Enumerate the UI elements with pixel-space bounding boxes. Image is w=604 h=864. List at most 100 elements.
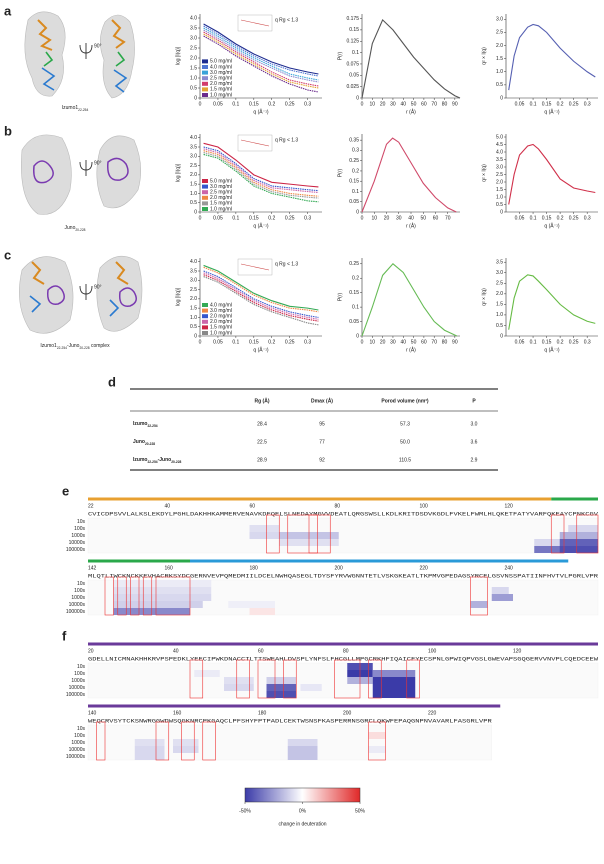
x-tick-label: 0.25 [285, 215, 295, 221]
y-axis-label: log [I(q)] [175, 163, 181, 182]
y-tick-label: 2.5 [190, 287, 197, 293]
y-tick-label: 1.5 [496, 187, 503, 193]
x-tick-label: 60 [433, 215, 439, 221]
legend-label: 4.0 mg/ml [210, 64, 232, 70]
y-tick-label: 0.3 [352, 148, 359, 154]
heat-cell [470, 601, 488, 608]
x-tick-label: 0.15 [542, 101, 552, 107]
series-line [203, 276, 319, 326]
x-tick-label: 0.3 [584, 215, 591, 221]
x-tick-label: 0 [361, 339, 364, 345]
x-tick-label: 60 [421, 339, 427, 345]
y-tick-label: 0.5 [496, 82, 503, 88]
y-tick-label: 3.0 [190, 154, 197, 160]
panel-label: c [4, 247, 11, 262]
y-tick-label: 1.0 [496, 312, 503, 318]
table-cell: 28.9 [257, 457, 267, 463]
y-tick-label: 2.0 [496, 43, 503, 49]
time-label: 100000s [66, 547, 86, 553]
peptide-highlight [266, 514, 280, 554]
y-tick-label: 0.025 [346, 84, 359, 90]
y-tick-label: 2.0 [496, 291, 503, 297]
y-tick-label: 0.05 [349, 73, 359, 79]
peptide-highlight [368, 659, 382, 699]
series-line [508, 23, 596, 91]
heat-cell [372, 670, 416, 677]
structure-label: Izumo122-254-Juno20-228 complex [40, 343, 110, 350]
residue-number: 120 [505, 503, 514, 509]
x-tick-label: 30 [390, 339, 396, 345]
legend-label: 5.0 mg/ml [210, 59, 232, 65]
x-tick-label: 0.3 [304, 339, 311, 345]
legend-label: 2.0 mg/ml [210, 81, 232, 87]
row-name: Juno20-228 [133, 439, 155, 446]
y-tick-label: 3.5 [190, 144, 197, 150]
table-cell: 2.9 [471, 457, 478, 463]
panel-label: a [4, 3, 12, 18]
heat-cell [249, 525, 280, 532]
x-tick-label: 0.05 [515, 101, 525, 107]
y-tick-label: 0.15 [349, 179, 359, 185]
legend-swatch [202, 70, 208, 75]
x-tick-label: 0.25 [569, 101, 579, 107]
time-label: 10000s [69, 602, 86, 608]
x-tick-label: 0.05 [213, 339, 223, 345]
peptide-highlight [287, 514, 318, 554]
inset-label: q Rg < 1.3 [275, 261, 298, 267]
legend-swatch [202, 87, 208, 92]
rotation-glyph [79, 284, 93, 300]
y-tick-label: 0 [356, 333, 359, 339]
column-header: Dmax (Å) [311, 397, 333, 404]
x-tick-label: 10 [371, 215, 377, 221]
residue-number: 80 [343, 648, 349, 654]
heat-cell [372, 677, 416, 684]
heat-cell [228, 601, 275, 608]
y-axis-label: log [I(q)] [175, 46, 181, 65]
text-part: 20-228 [171, 460, 181, 464]
peptide-highlight [283, 659, 297, 699]
y-axis-label: q² × I(q) [481, 288, 487, 306]
legend-label: 1.5 mg/ml [210, 87, 232, 93]
x-tick-label: 70 [431, 339, 437, 345]
y-tick-label: 1.5 [496, 56, 503, 62]
legend-label: 1.5 mg/ml [210, 325, 232, 331]
x-tick-label: 30 [390, 101, 396, 107]
y-tick-label: 3.5 [190, 268, 197, 274]
y-tick-label: 3.0 [496, 270, 503, 276]
x-tick-label: 0.15 [249, 101, 259, 107]
heat-cell [249, 532, 280, 539]
x-tick-label: 0.1 [530, 215, 537, 221]
y-tick-label: 0.2 [352, 168, 359, 174]
peptide-highlight [406, 659, 420, 699]
peptide-highlight [470, 576, 488, 616]
series-line [203, 264, 319, 311]
heatmap-frame [87, 662, 599, 699]
y-tick-label: 1.0 [190, 191, 197, 197]
panel-label: e [62, 483, 69, 498]
y-tick-label: 3.5 [496, 260, 503, 266]
x-tick-label: 70 [431, 101, 437, 107]
heat-cell [287, 746, 318, 753]
y-tick-label: 1.5 [190, 181, 197, 187]
legend-swatch [202, 81, 208, 86]
residue-number: 22 [88, 503, 94, 509]
column-header: P [472, 398, 476, 404]
heat-cell [372, 684, 416, 691]
y-axis-label: log [I(q)] [175, 287, 181, 306]
residue-number: 40 [173, 648, 179, 654]
residue-number: 160 [165, 565, 174, 571]
time-label: 10s [77, 581, 86, 587]
peptide-highlight [202, 721, 216, 761]
residue-number: 60 [258, 648, 264, 654]
y-axis-label: P(r) [337, 52, 343, 61]
y-tick-label: 4.0 [190, 135, 197, 141]
legend-swatch [202, 207, 208, 211]
sequence: CVICDPSVVLALKSLEKDYLPGHLDAKHHKAMMERVENAV… [88, 510, 599, 517]
heat-cell [266, 684, 297, 691]
table-cell: 22.5 [257, 439, 267, 445]
heat-cell [368, 732, 386, 739]
y-tick-label: 3.0 [496, 164, 503, 170]
heat-cell [113, 594, 212, 601]
peptide-highlight [334, 659, 361, 699]
